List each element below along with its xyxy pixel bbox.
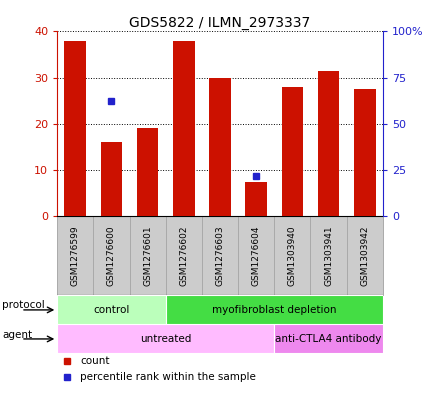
Bar (57, 296, 166, 325)
Bar (64, 41, 86, 216)
FancyBboxPatch shape (129, 216, 166, 296)
FancyBboxPatch shape (238, 216, 274, 296)
Text: GSM1303941: GSM1303941 (324, 226, 333, 286)
Bar (354, 89, 376, 216)
FancyBboxPatch shape (311, 216, 347, 296)
Bar (57, 325, 274, 353)
FancyBboxPatch shape (347, 216, 383, 296)
Title: GDS5822 / ILMN_2973337: GDS5822 / ILMN_2973337 (129, 17, 311, 30)
Bar (173, 41, 194, 216)
Text: GSM1276603: GSM1276603 (216, 226, 224, 286)
Text: protocol: protocol (2, 299, 45, 310)
Bar (209, 78, 231, 216)
Text: GSM1303942: GSM1303942 (360, 226, 369, 286)
Text: GSM1276601: GSM1276601 (143, 226, 152, 286)
FancyBboxPatch shape (166, 216, 202, 296)
Text: GSM1276602: GSM1276602 (180, 226, 188, 286)
Bar (274, 325, 383, 353)
Bar (166, 296, 383, 325)
Text: anti-CTLA4 antibody: anti-CTLA4 antibody (275, 334, 382, 344)
Text: percentile rank within the sample: percentile rank within the sample (80, 372, 256, 382)
Text: control: control (93, 305, 130, 315)
FancyBboxPatch shape (202, 216, 238, 296)
Text: GSM1276600: GSM1276600 (107, 226, 116, 286)
Bar (318, 71, 339, 216)
Text: agent: agent (2, 330, 32, 340)
FancyBboxPatch shape (93, 216, 129, 296)
Bar (101, 142, 122, 216)
Bar (246, 182, 267, 216)
Bar (137, 129, 158, 216)
Text: untreated: untreated (140, 334, 191, 344)
FancyBboxPatch shape (274, 216, 311, 296)
Text: myofibroblast depletion: myofibroblast depletion (212, 305, 337, 315)
Text: GSM1276604: GSM1276604 (252, 226, 260, 286)
Bar (282, 87, 303, 216)
FancyBboxPatch shape (57, 216, 93, 296)
Text: GSM1303940: GSM1303940 (288, 226, 297, 286)
Text: GSM1276599: GSM1276599 (71, 226, 80, 286)
Text: count: count (80, 356, 110, 366)
